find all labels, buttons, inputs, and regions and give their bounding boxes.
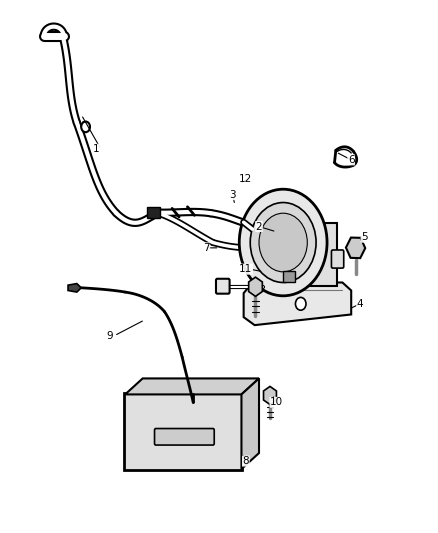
Text: 2: 2: [255, 222, 262, 231]
FancyBboxPatch shape: [215, 279, 229, 294]
FancyBboxPatch shape: [146, 207, 159, 218]
Circle shape: [250, 203, 315, 282]
FancyBboxPatch shape: [282, 271, 294, 282]
Polygon shape: [241, 378, 258, 469]
Circle shape: [81, 122, 90, 132]
Text: 9: 9: [106, 331, 113, 341]
FancyBboxPatch shape: [277, 223, 336, 286]
FancyBboxPatch shape: [124, 393, 242, 470]
Text: 1: 1: [93, 144, 100, 154]
Text: 6: 6: [347, 155, 354, 165]
Circle shape: [258, 213, 307, 272]
Polygon shape: [243, 282, 350, 325]
Circle shape: [239, 189, 326, 296]
FancyBboxPatch shape: [154, 429, 214, 445]
Circle shape: [295, 297, 305, 310]
Text: 3: 3: [229, 190, 236, 199]
FancyBboxPatch shape: [331, 250, 343, 268]
Text: 11: 11: [239, 264, 252, 274]
Polygon shape: [68, 284, 81, 292]
Text: 7: 7: [202, 243, 209, 253]
Text: 5: 5: [360, 232, 367, 242]
Text: 4: 4: [356, 299, 363, 309]
Text: 12: 12: [239, 174, 252, 183]
Polygon shape: [125, 378, 258, 394]
Text: 8: 8: [242, 456, 249, 466]
Text: 10: 10: [269, 398, 283, 407]
